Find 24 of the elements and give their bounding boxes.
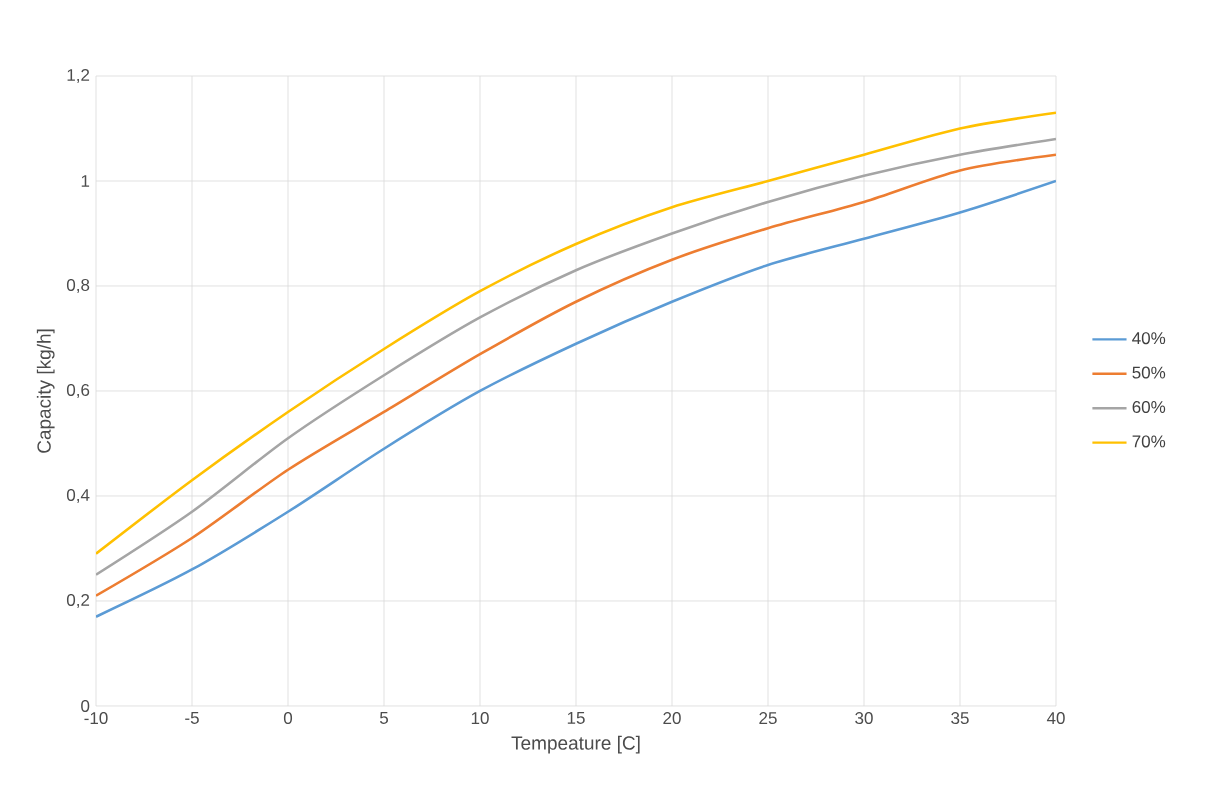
legend-label: 60%	[1132, 401, 1166, 414]
y-tick-label: 0,6	[66, 383, 90, 398]
y-tick-label: 0	[81, 699, 90, 712]
x-tick-label: 40	[1046, 712, 1065, 725]
x-axis-title: Tempeature [C]	[511, 735, 640, 754]
x-tick-label: 20	[663, 712, 681, 725]
x-tick-label: -10	[84, 712, 108, 725]
legend-label: 40%	[1132, 332, 1166, 345]
x-tick-label: 35	[951, 712, 969, 725]
y-tick-label: 1	[81, 175, 90, 187]
legend-label: 50%	[1132, 366, 1166, 379]
x-tick-label: 0	[283, 712, 293, 725]
y-tick-label: 1,2	[67, 68, 90, 83]
y-tick-label: 0,4	[66, 488, 90, 503]
y-axis-title: Capacity [kg/h]	[36, 329, 55, 453]
x-tick-label: -5	[185, 712, 199, 724]
x-tick-label: 10	[471, 712, 489, 725]
y-tick-label: 0,8	[66, 278, 90, 293]
legend-label: 70%	[1132, 435, 1166, 448]
y-tick-label: 0,2	[66, 593, 90, 608]
x-tick-label: 5	[379, 712, 389, 724]
x-tick-label: 15	[567, 712, 585, 724]
x-tick-label: 30	[855, 712, 873, 725]
x-tick-label: 25	[759, 712, 777, 725]
